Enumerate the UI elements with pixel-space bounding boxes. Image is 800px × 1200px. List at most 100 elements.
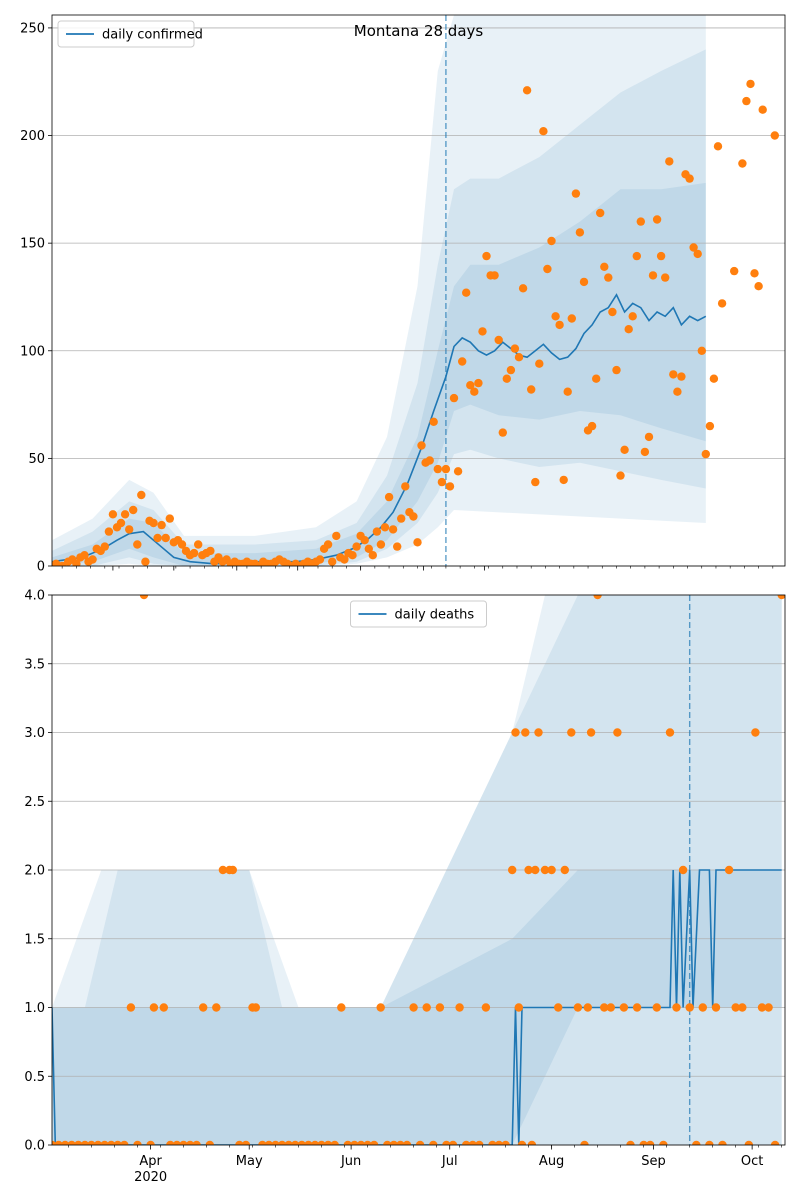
- data-point: [453, 467, 463, 476]
- data-point: [652, 1003, 661, 1012]
- data-point: [494, 1140, 504, 1145]
- data-point: [531, 477, 540, 487]
- data-point: [54, 1140, 63, 1145]
- data-point: [323, 540, 333, 549]
- data-point: [205, 1140, 214, 1145]
- data-point: [494, 335, 503, 345]
- data-point: [713, 142, 723, 151]
- data-point: [628, 312, 637, 321]
- data-point: [284, 1140, 293, 1145]
- data-point: [482, 251, 491, 261]
- data-point: [685, 1003, 694, 1012]
- data-point: [636, 217, 645, 226]
- data-point: [705, 1140, 714, 1145]
- data-point: [573, 1003, 583, 1012]
- y-tick-label: 200: [20, 129, 45, 144]
- uncertainty-bands: [52, 15, 706, 566]
- legend-label: daily deaths: [395, 608, 475, 623]
- data-point: [571, 189, 581, 198]
- data-point: [369, 1140, 379, 1145]
- data-point: [511, 728, 520, 737]
- data-point: [608, 307, 617, 317]
- axes-frame: [51, 594, 786, 1146]
- data-point: [364, 544, 373, 553]
- data-point: [563, 387, 572, 396]
- legend-box: [350, 600, 487, 628]
- data-point: [514, 353, 524, 362]
- data-point: [742, 96, 751, 106]
- y-tick-label: 250: [20, 21, 45, 36]
- data-point: [731, 1003, 740, 1012]
- y-tick-label: 150: [20, 237, 45, 252]
- data-point: [120, 510, 130, 519]
- data-point: [107, 1140, 116, 1145]
- data-point: [194, 540, 203, 549]
- data-point: [498, 428, 507, 437]
- data-point: [383, 1140, 392, 1145]
- data-point: [567, 314, 576, 323]
- data-point: [401, 482, 410, 491]
- data-point: [757, 1003, 767, 1012]
- y-tick-label: 2.5: [24, 795, 45, 810]
- data-point: [60, 1140, 70, 1145]
- data-point: [640, 447, 650, 457]
- data-point: [441, 464, 451, 474]
- data-point: [315, 555, 325, 564]
- data-point: [665, 157, 674, 166]
- fit-line: [52, 293, 707, 565]
- data-point: [372, 527, 382, 536]
- data-point: [157, 520, 166, 530]
- data-point: [468, 1140, 477, 1145]
- data-point: [337, 1003, 346, 1012]
- y-tick-label: 50: [28, 452, 45, 467]
- data-point: [534, 728, 543, 737]
- data-point: [744, 1140, 753, 1145]
- data-point: [567, 728, 576, 737]
- y-tick-label: 4.0: [24, 589, 45, 604]
- data-point: [126, 1003, 136, 1012]
- data-point: [149, 1003, 159, 1012]
- data-point: [100, 542, 110, 551]
- data-point: [133, 1140, 142, 1145]
- data-point: [579, 277, 589, 287]
- data-point: [738, 159, 747, 168]
- data-point: [613, 728, 622, 737]
- data-point: [402, 1140, 412, 1145]
- data-point: [531, 865, 540, 875]
- data-point: [159, 1003, 168, 1012]
- data-point: [693, 249, 702, 259]
- data-point: [692, 1140, 701, 1145]
- data-point: [632, 251, 641, 261]
- data-point: [389, 1140, 398, 1145]
- data-point: [435, 1003, 445, 1012]
- data-point: [462, 1140, 471, 1145]
- data-point: [596, 208, 605, 218]
- data-point: [258, 1140, 267, 1145]
- band-outer: [52, 15, 706, 566]
- y-tick-label: 1.0: [24, 1001, 45, 1016]
- data-point: [754, 282, 763, 291]
- data-point: [340, 555, 349, 564]
- data-point: [133, 540, 142, 549]
- data-point: [478, 327, 487, 336]
- data-point: [277, 1140, 287, 1145]
- x-year-label: 2020: [134, 1170, 167, 1185]
- data-point: [376, 1003, 385, 1012]
- x-tick-label: Sep: [641, 1154, 666, 1169]
- data-point: [422, 1003, 431, 1012]
- legend-box: [57, 20, 195, 48]
- data-point: [592, 374, 601, 383]
- y-tick-label: 0.5: [24, 1070, 45, 1085]
- data-point: [616, 471, 625, 480]
- y-tick-label: 3.0: [24, 726, 45, 741]
- data-point: [165, 514, 174, 523]
- x-tick-label: Apr: [139, 1154, 162, 1169]
- data-point: [656, 251, 666, 261]
- data-point: [415, 1140, 425, 1145]
- fit-line-group: [52, 293, 707, 565]
- data-point: [166, 1140, 175, 1145]
- data-point: [672, 1003, 681, 1012]
- data-point: [583, 1003, 592, 1012]
- axes-frame: [51, 14, 786, 567]
- data-point: [587, 421, 597, 431]
